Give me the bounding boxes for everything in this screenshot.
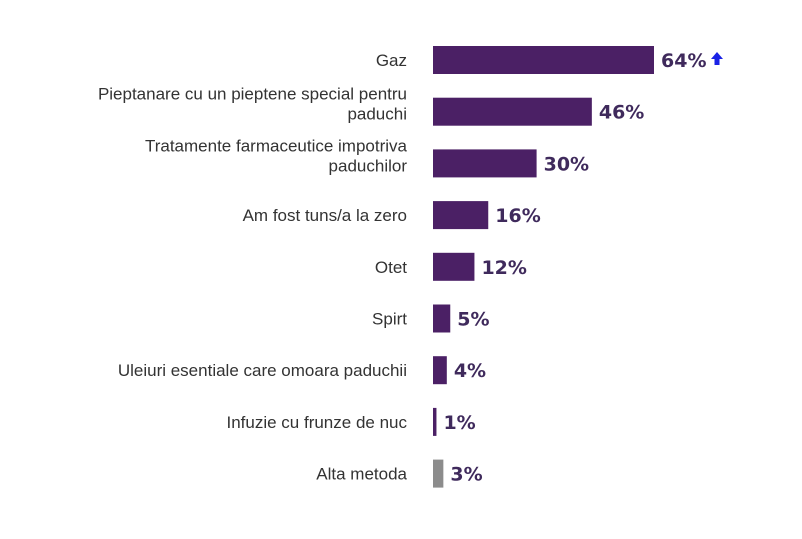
value-label: 46% <box>599 102 644 124</box>
bars-group: Gaz 64% Pieptanare cu un pieptene special … <box>98 46 723 488</box>
category-label: Pieptanare cu un pieptene special pentru <box>98 85 407 104</box>
bar-row: Pieptanare cu un pieptene special pentru… <box>98 85 644 126</box>
bar <box>433 407 437 436</box>
value-label: 3% <box>450 464 482 486</box>
value-label: 1% <box>443 412 475 434</box>
bar <box>433 459 444 488</box>
value-label: 5% <box>457 309 489 331</box>
bar <box>433 46 654 74</box>
bar <box>433 149 537 178</box>
category-label: paduchilor <box>329 156 408 175</box>
value-label: 30% <box>544 153 589 175</box>
category-label: Gaz <box>376 51 407 70</box>
category-label: paduchi <box>347 105 407 124</box>
bar-row: Gaz 64% <box>376 46 723 74</box>
bar-row: Am fost tuns/a la zero 16% <box>243 201 541 230</box>
bar <box>433 356 447 385</box>
category-label: Alta metoda <box>316 465 407 484</box>
bar <box>433 201 489 230</box>
category-label: Spirt <box>372 310 407 329</box>
category-label: Infuzie cu frunze de nuc <box>226 413 407 432</box>
bar <box>433 252 475 281</box>
value-label: 16% <box>495 205 540 227</box>
category-label: Uleiuri esentiale care omoara paduchii <box>118 361 407 380</box>
bar-row: Tratamente farmaceutice impotrivapaduchi… <box>145 136 589 178</box>
category-label: Am fost tuns/a la zero <box>243 206 407 225</box>
category-label: Otet <box>375 258 407 277</box>
bar <box>433 97 592 126</box>
bar-row: Infuzie cu frunze de nuc 1% <box>226 407 476 436</box>
bar-row: Uleiuri esentiale care omoara paduchii 4% <box>118 356 486 385</box>
category-label: Tratamente farmaceutice impotriva <box>145 136 408 155</box>
bar-row: Otet 12% <box>375 252 527 281</box>
bar-row: Alta metoda 3% <box>316 459 483 488</box>
bar-row: Spirt 5% <box>372 304 490 333</box>
bar <box>433 304 451 333</box>
value-label: 12% <box>481 257 526 279</box>
arrow-up-icon <box>711 52 723 65</box>
value-label: 4% <box>454 360 486 382</box>
value-label: 64% <box>661 50 706 72</box>
